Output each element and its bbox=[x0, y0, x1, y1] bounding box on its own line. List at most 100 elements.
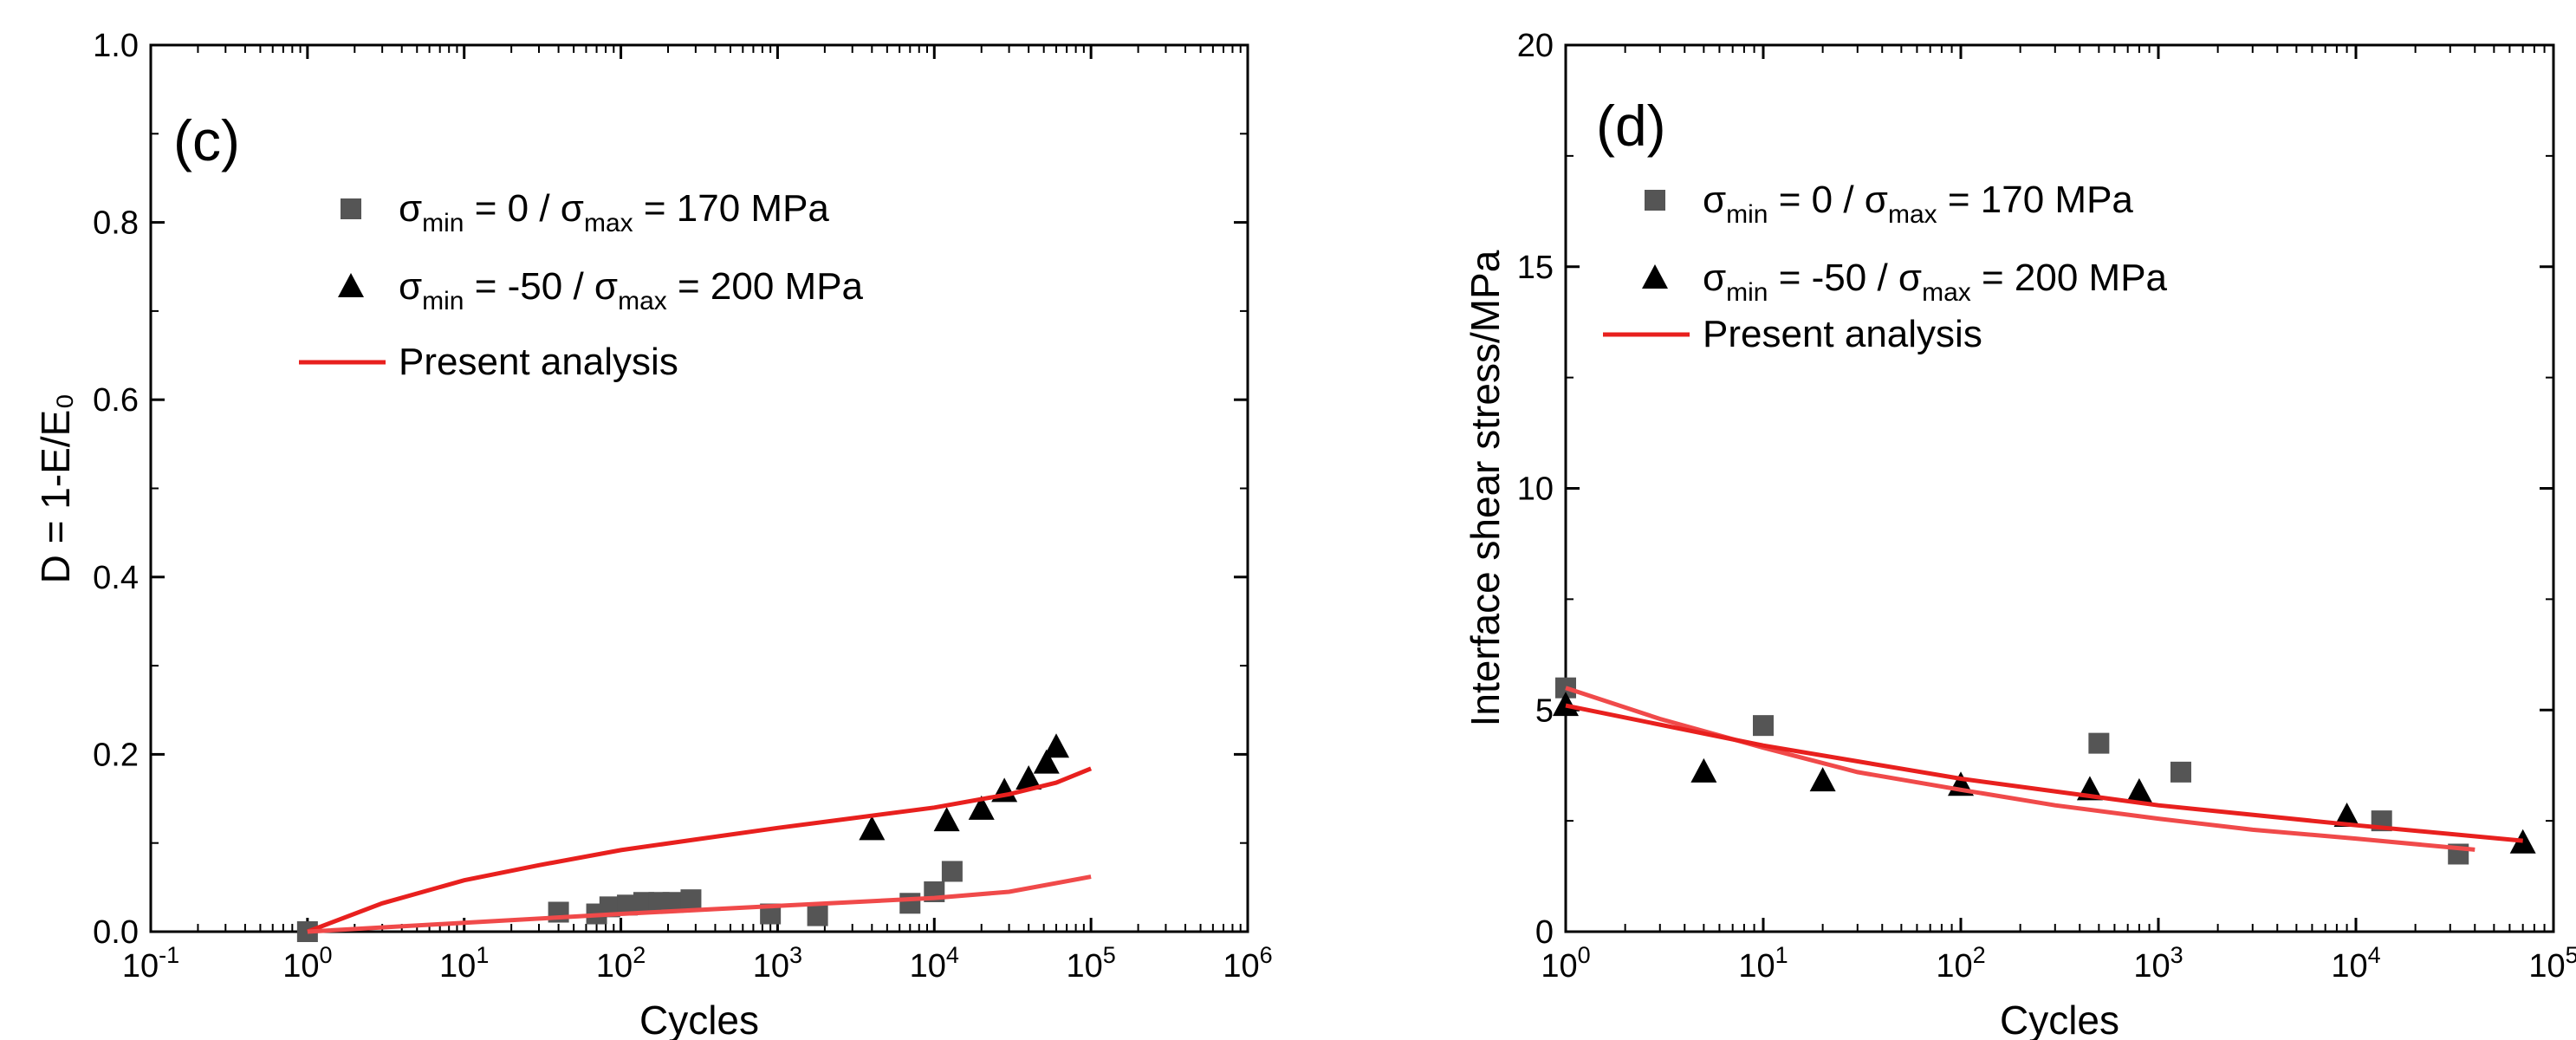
x-tick-exponent: 3 bbox=[2170, 942, 2183, 968]
legend-entry-label: Present analysis bbox=[399, 341, 678, 383]
x-tick-label: 10-1 bbox=[122, 942, 179, 985]
x-tick-base: 10 bbox=[282, 948, 319, 985]
x-tick-exponent: 3 bbox=[789, 942, 802, 968]
x-tick-exponent: 5 bbox=[1103, 942, 1116, 968]
legend-entry-label: σmin = 0 / σmax = 170 MPa bbox=[1703, 179, 2133, 229]
y-tick-label: 0.2 bbox=[93, 737, 139, 773]
x-tick-label: 104 bbox=[910, 942, 959, 985]
data-point-square bbox=[899, 893, 921, 914]
legend-subscript: max bbox=[584, 209, 633, 237]
x-tick-base: 10 bbox=[2133, 948, 2170, 985]
x-tick-exponent: 4 bbox=[946, 942, 959, 968]
fit-line bbox=[307, 874, 1092, 934]
data-point-triangle bbox=[1015, 765, 1042, 790]
x-tick-label: 105 bbox=[2528, 942, 2576, 985]
x-tick-label: 106 bbox=[1223, 942, 1272, 985]
data-point-triangle bbox=[859, 816, 886, 841]
legend-entry-label: σmin = -50 / σmax = 200 MPa bbox=[1703, 257, 2168, 307]
legend-text-part: = 170 MPa bbox=[1937, 179, 2134, 221]
legend-text-part: σ bbox=[399, 187, 422, 230]
x-tick-base: 10 bbox=[1541, 948, 1577, 985]
x-axis-label: Cycles bbox=[2000, 998, 2119, 1040]
legend-subscript: min bbox=[1726, 200, 1768, 229]
x-tick-exponent: 6 bbox=[1260, 942, 1273, 968]
data-point-triangle bbox=[1553, 692, 1579, 717]
x-tick-exponent: 0 bbox=[1578, 942, 1591, 968]
data-point-square bbox=[941, 861, 963, 882]
x-tick-base: 10 bbox=[2528, 948, 2565, 985]
data-point-triangle bbox=[968, 795, 995, 820]
legend-text-part: σ bbox=[1703, 257, 1726, 299]
y-tick-label: 1.0 bbox=[93, 28, 139, 64]
y-tick-label: 0 bbox=[1535, 914, 1554, 951]
x-axis-label: Cycles bbox=[639, 998, 759, 1040]
x-tick-label: 100 bbox=[282, 942, 332, 985]
x-tick-exponent: 0 bbox=[319, 942, 332, 968]
legend-text-part: Present analysis bbox=[1703, 313, 1982, 355]
legend-text-part: σ bbox=[399, 265, 422, 308]
legend-subscript: min bbox=[422, 209, 464, 237]
legend-marker-triangle bbox=[338, 273, 364, 297]
x-tick-base: 10 bbox=[1936, 948, 1972, 985]
chart-panel-c: 0.00.20.40.60.81.010-1 100 101 102 103 104 105… bbox=[33, 28, 1273, 1040]
x-tick-base: 10 bbox=[1066, 948, 1102, 985]
data-point-triangle bbox=[1690, 757, 1717, 783]
x-tick-exponent: 5 bbox=[2566, 942, 2576, 968]
y-tick-label: 20 bbox=[1517, 28, 1554, 64]
x-tick-base: 10 bbox=[1738, 948, 1775, 985]
legend-subscript: max bbox=[618, 287, 667, 315]
x-tick-label: 103 bbox=[2133, 942, 2183, 985]
x-tick-exponent: 1 bbox=[476, 942, 489, 968]
data-point-square bbox=[1753, 715, 1774, 737]
panel-label: (d) bbox=[1596, 94, 1666, 158]
y-tick-label: 5 bbox=[1535, 692, 1554, 729]
data-point-triangle bbox=[1033, 749, 1060, 774]
legend-text-part: = 0 / σ bbox=[1768, 179, 1888, 221]
x-tick-label: 101 bbox=[1738, 942, 1788, 985]
y-tick-label: 0.6 bbox=[93, 382, 139, 419]
plot-frame bbox=[149, 43, 1249, 933]
y-tick-label: 15 bbox=[1517, 250, 1554, 286]
legend-text-part: = 0 / σ bbox=[464, 187, 584, 230]
data-point-triangle bbox=[933, 807, 960, 832]
legend-subscript: min bbox=[1726, 278, 1768, 307]
legend-text-part: = 170 MPa bbox=[633, 187, 830, 230]
data-point-triangle bbox=[2125, 777, 2152, 803]
legend-text-part: = -50 / σ bbox=[1768, 257, 1923, 299]
legend-marker-triangle bbox=[1642, 264, 1668, 289]
legend-text-part: = 200 MPa bbox=[1971, 257, 2168, 299]
legend-entry-label: Present analysis bbox=[1703, 313, 1982, 355]
x-tick-label: 100 bbox=[1541, 942, 1590, 985]
legend-marker-square bbox=[1645, 190, 1665, 211]
y-tick-label: 0.0 bbox=[93, 914, 139, 951]
panel-label: (c) bbox=[173, 108, 240, 172]
y-tick-label: 10 bbox=[1517, 471, 1554, 508]
legend-subscript: max bbox=[1888, 200, 1937, 229]
x-tick-label: 101 bbox=[439, 942, 489, 985]
legend-text-part: σ bbox=[1703, 179, 1726, 221]
x-tick-label: 103 bbox=[753, 942, 802, 985]
legend-marker-square bbox=[341, 198, 361, 219]
data-point-square bbox=[2088, 732, 2110, 754]
x-tick-label: 102 bbox=[596, 942, 646, 985]
x-tick-base: 10 bbox=[596, 948, 633, 985]
x-tick-exponent: 1 bbox=[1775, 942, 1788, 968]
y-tick-label: 0.8 bbox=[93, 205, 139, 242]
y-tick-label: 0.4 bbox=[93, 560, 139, 596]
legend-text-part: = 200 MPa bbox=[667, 265, 864, 308]
fit-line bbox=[307, 766, 1093, 934]
x-tick-label: 105 bbox=[1066, 942, 1115, 985]
x-tick-base: 10 bbox=[910, 948, 946, 985]
x-tick-label: 104 bbox=[2331, 942, 2380, 985]
fit-line bbox=[1565, 703, 2523, 843]
legend-entry-label: σmin = -50 / σmax = 200 MPa bbox=[399, 265, 864, 315]
legend-text-part: = -50 / σ bbox=[464, 265, 619, 308]
x-tick-exponent: 4 bbox=[2368, 942, 2381, 968]
data-point-square bbox=[680, 889, 702, 911]
legend-subscript: min bbox=[422, 287, 464, 315]
data-point-triangle bbox=[1043, 733, 1070, 758]
